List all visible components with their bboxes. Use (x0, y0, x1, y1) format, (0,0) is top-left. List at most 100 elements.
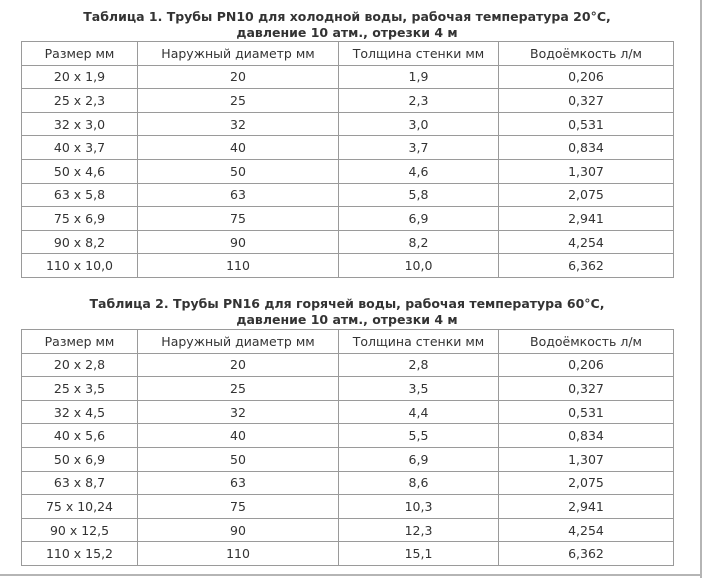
table-row: 63 х 8,7 63 8,6 2,075 (21, 470, 674, 496)
cell-size: 32 х 4,5 (21, 399, 138, 425)
table-row: 40 х 5,6 40 5,5 0,834 (21, 423, 674, 448)
table-row: 50 х 6,9 50 6,9 1,307 (21, 446, 674, 472)
cell-outer-diameter: 110 (137, 253, 339, 278)
cell-wall-thickness: 4,6 (338, 158, 499, 184)
cell-outer-diameter: 50 (137, 158, 339, 184)
cell-water-capacity: 0,834 (498, 135, 674, 160)
cell-size: 110 х 15,2 (21, 541, 138, 566)
cell-water-capacity: 0,327 (498, 88, 674, 113)
cell-water-capacity: 0,327 (498, 376, 674, 401)
cell-wall-thickness: 5,8 (338, 182, 499, 208)
cell-wall-thickness: 5,5 (338, 423, 499, 448)
header-wall-thickness: Толщина стенки мм (338, 41, 499, 66)
cell-water-capacity: 1,307 (498, 158, 674, 184)
cell-wall-thickness: 8,2 (338, 229, 499, 255)
cell-outer-diameter: 40 (137, 135, 339, 160)
cell-outer-diameter: 63 (137, 182, 339, 208)
cell-wall-thickness: 1,9 (338, 64, 499, 90)
frame-border-bottom (0, 574, 702, 576)
table-row: 90 х 12,5 90 12,3 4,254 (21, 517, 674, 543)
frame-border-right (700, 0, 702, 578)
header-size: Размер мм (21, 329, 138, 354)
cell-size: 75 х 10,24 (21, 494, 138, 519)
cell-water-capacity: 0,531 (498, 399, 674, 425)
cell-wall-thickness: 3,0 (338, 111, 499, 137)
cell-wall-thickness: 6,9 (338, 206, 499, 231)
cell-size: 25 х 3,5 (21, 376, 138, 401)
cell-size: 50 х 4,6 (21, 158, 138, 184)
header-outer-diameter: Наружный диаметр мм (137, 329, 339, 354)
header-wall-thickness: Толщина стенки мм (338, 329, 499, 354)
cell-size: 63 х 8,7 (21, 470, 138, 496)
cell-size: 25 х 2,3 (21, 88, 138, 113)
cell-wall-thickness: 10,3 (338, 494, 499, 519)
cell-outer-diameter: 90 (137, 229, 339, 255)
table-row: 20 х 2,8 20 2,8 0,206 (21, 352, 674, 378)
table-header-row: Размер мм Наружный диаметр мм Толщина ст… (21, 329, 674, 354)
cell-wall-thickness: 3,7 (338, 135, 499, 160)
table-2-caption-line-1: Таблица 2. Трубы PN16 для горячей воды, … (89, 296, 605, 311)
cell-size: 20 х 2,8 (21, 352, 138, 378)
table-header-row: Размер мм Наружный диаметр мм Толщина ст… (21, 41, 674, 66)
cell-outer-diameter: 25 (137, 88, 339, 113)
table-row: 75 х 6,9 75 6,9 2,941 (21, 206, 674, 231)
cell-size: 75 х 6,9 (21, 206, 138, 231)
cell-water-capacity: 6,362 (498, 253, 674, 278)
cell-outer-diameter: 63 (137, 470, 339, 496)
table-row: 32 х 4,5 32 4,4 0,531 (21, 399, 674, 425)
cell-wall-thickness: 10,0 (338, 253, 499, 278)
cell-size: 40 х 5,6 (21, 423, 138, 448)
cell-outer-diameter: 32 (137, 399, 339, 425)
table-2-caption: Таблица 2. Трубы PN16 для горячей воды, … (20, 296, 674, 328)
table-row: 40 х 3,7 40 3,7 0,834 (21, 135, 674, 160)
cell-outer-diameter: 90 (137, 517, 339, 543)
cell-water-capacity: 1,307 (498, 446, 674, 472)
cell-water-capacity: 0,834 (498, 423, 674, 448)
table-1: Размер мм Наружный диаметр мм Толщина ст… (21, 41, 674, 278)
cell-outer-diameter: 25 (137, 376, 339, 401)
table-1-caption-line-2: давление 10 атм., отрезки 4 м (236, 25, 458, 40)
cell-outer-diameter: 110 (137, 541, 339, 566)
cell-outer-diameter: 50 (137, 446, 339, 472)
table-2: Размер мм Наружный диаметр мм Толщина ст… (21, 329, 674, 566)
cell-wall-thickness: 2,8 (338, 352, 499, 378)
cell-size: 110 х 10,0 (21, 253, 138, 278)
table-row: 25 х 3,5 25 3,5 0,327 (21, 376, 674, 401)
cell-size: 63 х 5,8 (21, 182, 138, 208)
cell-wall-thickness: 6,9 (338, 446, 499, 472)
table-row: 63 х 5,8 63 5,8 2,075 (21, 182, 674, 208)
cell-water-capacity: 0,206 (498, 352, 674, 378)
cell-size: 40 х 3,7 (21, 135, 138, 160)
cell-size: 32 х 3,0 (21, 111, 138, 137)
cell-size: 20 х 1,9 (21, 64, 138, 90)
cell-wall-thickness: 2,3 (338, 88, 499, 113)
cell-outer-diameter: 40 (137, 423, 339, 448)
cell-size: 90 х 12,5 (21, 517, 138, 543)
cell-wall-thickness: 4,4 (338, 399, 499, 425)
table-1-caption: Таблица 1. Трубы PN10 для холодной воды,… (20, 9, 674, 41)
cell-outer-diameter: 32 (137, 111, 339, 137)
cell-size: 50 х 6,9 (21, 446, 138, 472)
cell-wall-thickness: 15,1 (338, 541, 499, 566)
table-row: 110 х 15,2 110 15,1 6,362 (21, 541, 674, 566)
table-1-caption-line-1: Таблица 1. Трубы PN10 для холодной воды,… (83, 9, 611, 24)
cell-water-capacity: 6,362 (498, 541, 674, 566)
table-row: 110 х 10,0 110 10,0 6,362 (21, 253, 674, 278)
cell-outer-diameter: 75 (137, 206, 339, 231)
table-row: 20 х 1,9 20 1,9 0,206 (21, 64, 674, 90)
cell-wall-thickness: 3,5 (338, 376, 499, 401)
header-outer-diameter: Наружный диаметр мм (137, 41, 339, 66)
table-row: 50 х 4,6 50 4,6 1,307 (21, 158, 674, 184)
cell-water-capacity: 2,075 (498, 182, 674, 208)
cell-water-capacity: 2,941 (498, 494, 674, 519)
cell-water-capacity: 0,531 (498, 111, 674, 137)
cell-water-capacity: 2,075 (498, 470, 674, 496)
cell-outer-diameter: 20 (137, 352, 339, 378)
cell-wall-thickness: 8,6 (338, 470, 499, 496)
cell-water-capacity: 4,254 (498, 517, 674, 543)
table-row: 90 х 8,2 90 8,2 4,254 (21, 229, 674, 255)
header-water-capacity: Водоёмкость л/м (498, 41, 674, 66)
cell-wall-thickness: 12,3 (338, 517, 499, 543)
cell-outer-diameter: 75 (137, 494, 339, 519)
header-water-capacity: Водоёмкость л/м (498, 329, 674, 354)
